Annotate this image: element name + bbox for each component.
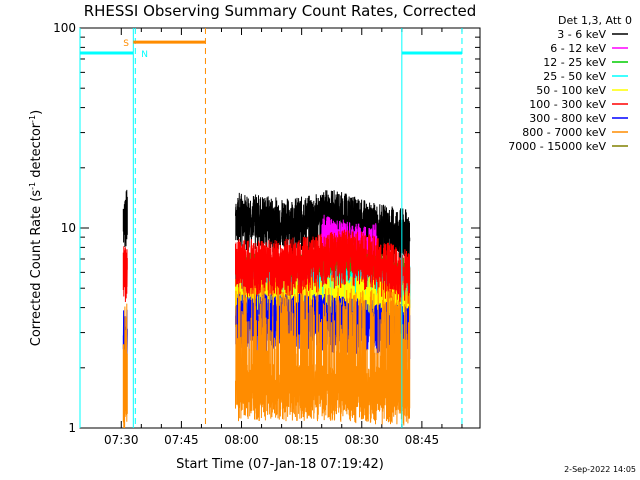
chart-title: RHESSI Observing Summary Count Rates, Co… [84,2,477,20]
series-line-5-0 [122,246,128,303]
series-line-0-0 [122,189,128,248]
x-tick-label: 08:15 [284,433,319,447]
x-axis-label: Start Time (07-Jan-18 07:19:42) [176,457,384,472]
y-label-sup1: -1 [28,182,37,190]
x-tick-label: 08:00 [224,433,259,447]
y-axis-label: Corrected Count Rate (s-1 detector-1) [28,110,44,346]
legend-header: Det 1,3, Att 0 [558,14,632,27]
y-label-part1: Corrected Count Rate (s [29,190,44,347]
y-tick-label: 10 [61,221,76,235]
series-line-5-1 [235,229,411,306]
legend-label: 300 - 800 keV [529,112,606,125]
series-line-7-0 [122,303,128,429]
legend-label: 100 - 300 keV [529,98,606,111]
series-line-7-1 [235,284,411,426]
y-label-sup2: -1 [28,115,37,123]
legend-label: 6 - 12 keV [550,42,606,55]
legend-label: 7000 - 15000 keV [508,140,606,153]
x-tick-label: 07:45 [164,433,199,447]
y-label-part3: ) [29,110,44,115]
legend-label: 12 - 25 keV [543,56,606,69]
legend-label: 25 - 50 keV [543,70,606,83]
x-tick-label: 08:30 [344,433,379,447]
x-tick-label: 08:45 [405,433,440,447]
annotation-label-N: N [141,50,148,60]
footer-date: 2-Sep-2022 14:05 [564,465,636,474]
x-tick-label: 07:30 [104,433,139,447]
legend-label: 800 - 7000 keV [522,126,606,139]
y-tick-label: 1 [68,421,76,435]
y-tick-label: 100 [53,21,76,35]
plot-layer: 07:30 07:45 08:00 08:15 08:30 08:45 1 10 100 S N [53,21,481,447]
y-label-part2: detector [29,122,44,182]
annotation-label-S: S [123,39,129,49]
legend-label: 50 - 100 keV [536,84,606,97]
legend-label: 3 - 6 keV [557,28,606,41]
